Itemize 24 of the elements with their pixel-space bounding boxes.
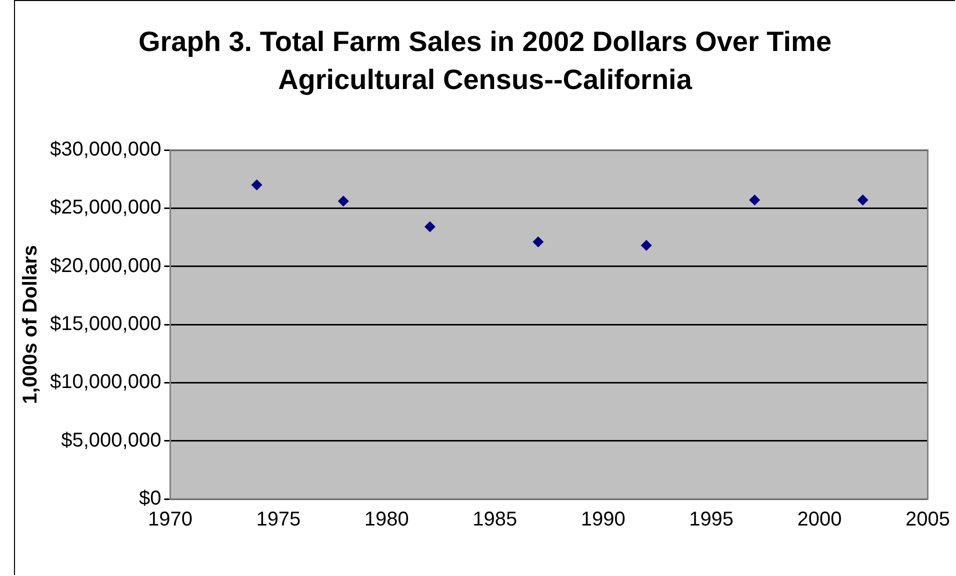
x-tick-label: 1995 [689,508,734,531]
y-tick-label: $30,000,000 [50,138,162,161]
x-tick-label: 1990 [580,508,626,531]
point [251,179,262,190]
y-tick-label: $5,000,000 [61,429,162,452]
point [532,236,544,248]
chart-title: Graph 3. Total Farm Sales in 2002 Dollars Over Time Agricultural Census--California [137,25,833,97]
x-tick-label: 2000 [797,508,842,531]
x-tick-label: 2005 [906,508,950,531]
point [749,194,760,206]
y-tick-label: $10,000,000 [50,371,162,394]
x-tick-label: 1970 [148,508,192,531]
point [424,221,436,232]
y-axis-title: 1,000s of Dollars [20,245,42,404]
x-tick-label: 1985 [472,508,518,531]
point [338,196,349,207]
y-tick-label: $0 [138,488,162,510]
y-tick-label: $15,000,000 [50,313,162,336]
y-tick-label: $20,000,000 [50,254,162,277]
y-tick-label: $25,000,000 [50,196,162,219]
point [857,194,868,206]
point [640,240,652,251]
x-tick-label: 1980 [364,508,409,531]
x-tick-label: 1975 [256,508,301,531]
